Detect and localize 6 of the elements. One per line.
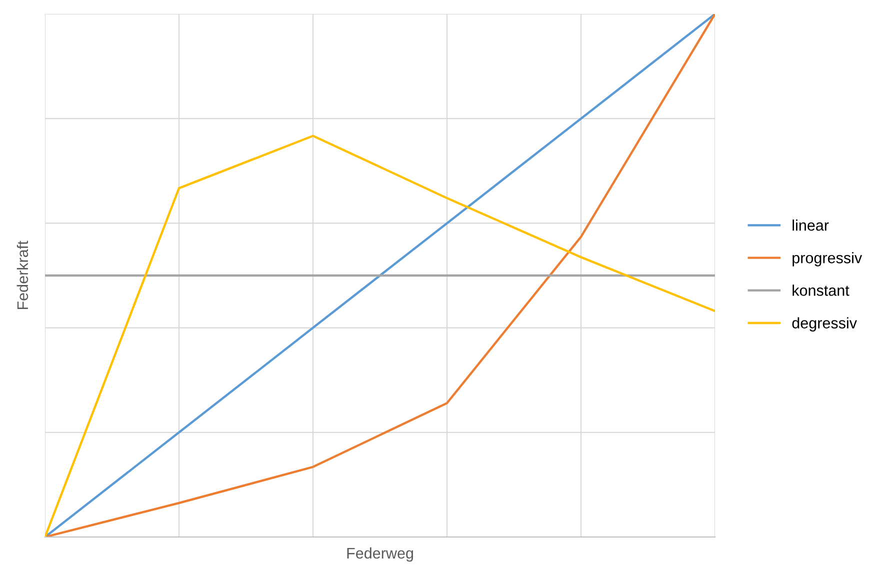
x-axis-title: Federweg bbox=[347, 547, 413, 562]
legend-label: konstant bbox=[792, 284, 850, 296]
legend-label: progressiv bbox=[792, 252, 862, 266]
legend-label: degressiv bbox=[792, 317, 857, 332]
legend-label: linear bbox=[792, 220, 829, 231]
y-axis-title: Federkraft bbox=[16, 240, 28, 310]
